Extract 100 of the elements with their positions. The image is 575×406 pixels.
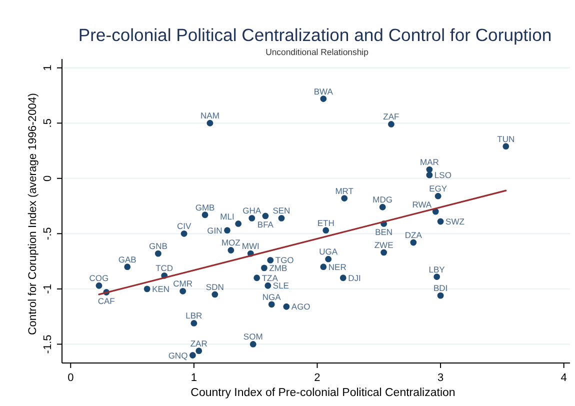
annotation: LBR [186,310,202,321]
point [341,195,348,202]
annotation: UGA [319,246,338,257]
annotation: NGA [262,292,282,302]
annotation: ETH [317,218,334,228]
annotation: LSO [434,170,452,180]
annotation: NER [328,262,346,272]
y-tick-label: 1 [42,64,54,71]
y-axis-title: Control for Coruption Index (average 1996-2004) [27,92,39,335]
annotation: AGO [291,302,311,312]
annotation: BFA [257,219,274,230]
point [212,291,218,298]
annotation: GMB [195,202,216,212]
annotation: ZWE [374,240,394,250]
annotation: EGY [429,184,448,194]
point [267,256,274,264]
annotation: BDI [433,283,448,294]
annotation: NAM [200,110,220,121]
point [434,192,442,200]
point [426,166,433,173]
point [124,264,131,270]
annotation: SEN [272,206,290,216]
annotation: MWI [242,241,260,252]
annotation: ZAR [190,338,208,348]
point [379,204,386,210]
x-tick-label: 2 [314,372,320,384]
point [196,348,202,354]
annotation: SOM [243,332,263,342]
y-tick-label: .5 [42,118,54,128]
chart-subtitle: Unconditional Relationship [266,47,369,57]
annotation: ZAF [383,112,400,122]
point [264,282,272,289]
point [262,212,269,220]
annotation: CAF [98,296,115,306]
annotation: MAR [420,157,439,168]
point [96,282,102,289]
point [437,218,444,225]
point [437,292,444,299]
annotation: LBY [428,264,446,274]
annotation: DJI [348,272,361,283]
annotation: RWA [412,200,432,210]
annotation: CIV [176,221,192,232]
annotation: TUN [497,134,515,144]
chart-title: Pre-colonial Political Centralization and Control for Coruption [78,25,552,45]
annotation: GAB [118,254,137,264]
annotation: MRT [335,186,354,196]
point [283,303,290,310]
annotation: KEN [152,284,170,294]
point [235,220,242,227]
y-tick-label: -.5 [42,227,54,240]
point [190,320,198,326]
annotation: BWA [314,86,334,96]
point [228,247,234,254]
annotation: SWZ [446,216,464,226]
point [320,264,327,270]
point [434,274,440,280]
point [261,264,268,272]
point [410,239,417,246]
annotation: MOZ [221,238,240,248]
point [322,227,330,234]
point [340,274,346,282]
annotation: MDG [372,194,393,205]
point [248,214,256,222]
x-tick-label: 1 [190,372,197,384]
annotation: GIN [207,225,222,236]
annotation: TZA [262,272,278,283]
x-axis-title: Country Index of Pre-colonial Political Centralization [190,387,456,399]
x-tick-label: 3 [437,372,444,384]
annotation: TCD [156,263,174,274]
point [320,96,327,102]
x-tick-label: 4 [560,372,567,384]
point [254,274,260,282]
point [190,352,196,358]
point [250,341,256,348]
point [426,172,433,178]
point [180,288,186,294]
annotation: CMR [173,278,193,289]
annotation: ZMB [269,262,288,273]
point [380,249,388,256]
point [224,227,230,234]
point [180,230,188,237]
point [325,256,332,262]
point [206,120,214,126]
point [278,214,285,222]
annotation: GNB [148,241,168,252]
annotation: TGO [275,255,294,266]
annotation: GHA [242,206,262,216]
point [144,286,150,292]
point [202,212,208,218]
point [388,121,394,128]
y-tick-label: -1 [42,284,54,294]
y-tick-label: -1.5 [42,334,54,354]
annotation: MLI [220,212,234,222]
point [154,250,162,257]
annotation: GNQ [168,350,188,360]
annotation: DZA [404,230,422,240]
point [268,301,275,308]
x-tick-label: 0 [68,372,74,384]
annotation: SDN [206,282,224,292]
point [502,143,510,150]
